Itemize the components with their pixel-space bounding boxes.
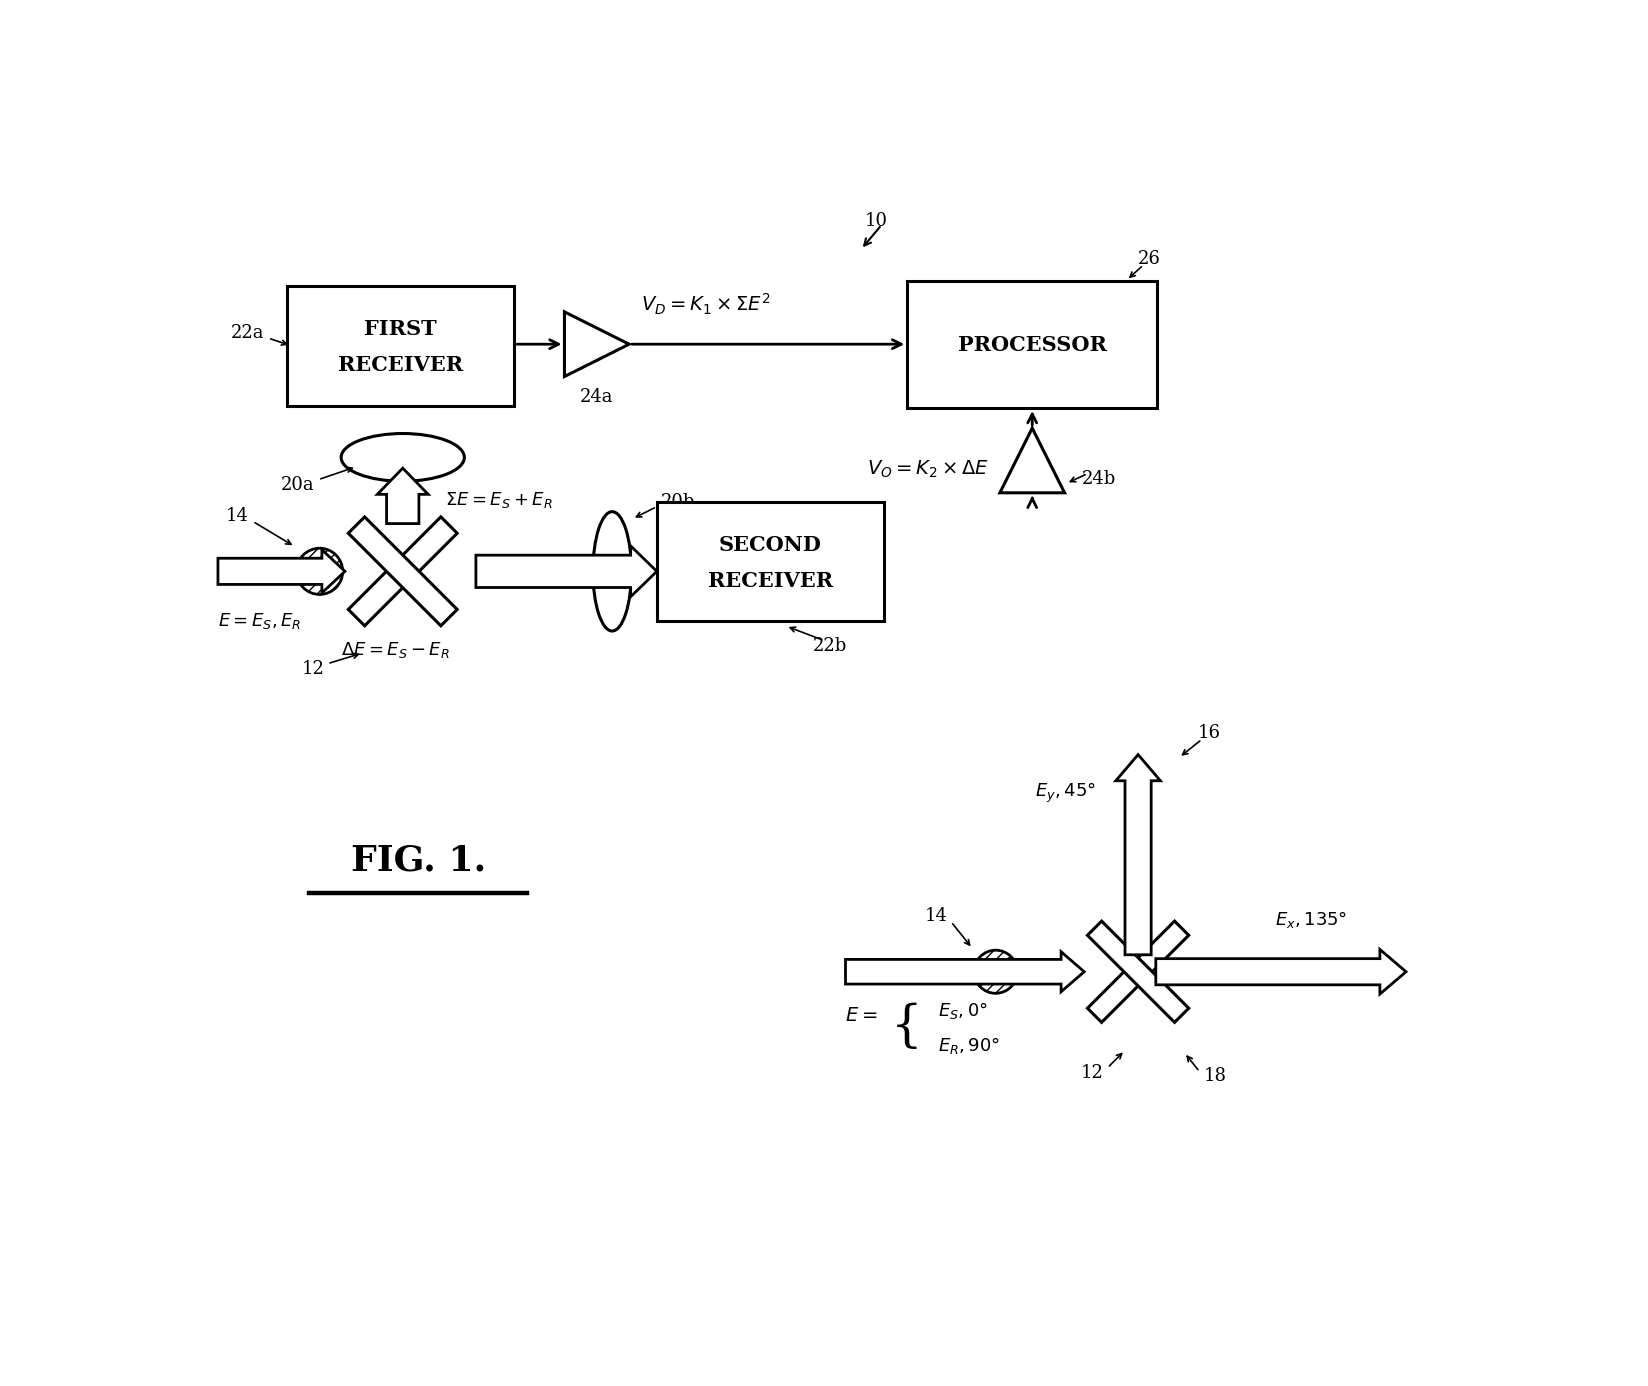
Polygon shape	[1086, 922, 1188, 1023]
Polygon shape	[1086, 922, 1188, 1023]
Polygon shape	[564, 312, 630, 377]
FancyArrow shape	[218, 550, 344, 593]
Text: $V_O = K_2 \times \Delta E$: $V_O = K_2 \times \Delta E$	[867, 459, 989, 481]
Text: $\Sigma E = E_S + E_R$: $\Sigma E = E_S + E_R$	[445, 491, 552, 510]
Circle shape	[297, 549, 343, 595]
Text: $E_R, 90°$: $E_R, 90°$	[938, 1035, 999, 1056]
Text: 26: 26	[1137, 251, 1160, 269]
Text: 12: 12	[1079, 1064, 1103, 1082]
Text: $E =$: $E =$	[845, 1008, 877, 1026]
Text: 20a: 20a	[280, 477, 315, 493]
Text: 18: 18	[1203, 1067, 1226, 1085]
Text: 24b: 24b	[1081, 470, 1116, 488]
Text: 20b: 20b	[661, 493, 695, 511]
Text: 22a: 22a	[231, 324, 264, 341]
FancyArrow shape	[845, 952, 1083, 992]
Text: $\Delta E = E_S - E_R$: $\Delta E = E_S - E_R$	[341, 640, 450, 660]
Text: SECOND: SECOND	[719, 535, 821, 554]
FancyArrow shape	[1116, 754, 1160, 955]
Text: RECEIVER: RECEIVER	[338, 355, 463, 376]
FancyArrow shape	[377, 468, 428, 524]
Text: 22b: 22b	[812, 638, 847, 656]
Ellipse shape	[341, 434, 465, 481]
Text: 10: 10	[864, 212, 887, 230]
Text: {: {	[890, 1002, 923, 1052]
Text: FIG. 1.: FIG. 1.	[351, 843, 486, 877]
FancyArrow shape	[476, 546, 656, 597]
Text: $E_S, 0°$: $E_S, 0°$	[938, 999, 987, 1020]
Text: $E_x, 135°$: $E_x, 135°$	[1274, 909, 1346, 930]
Text: PROCESSOR: PROCESSOR	[957, 334, 1106, 355]
Text: 24a: 24a	[580, 388, 613, 406]
Text: 14: 14	[226, 507, 249, 525]
Polygon shape	[999, 428, 1065, 493]
Text: 12: 12	[302, 660, 325, 678]
Text: $E = E_S, E_R$: $E = E_S, E_R$	[218, 611, 302, 632]
Text: $V_D = K_1 \times \Sigma E^2$: $V_D = K_1 \times \Sigma E^2$	[641, 291, 771, 317]
Bar	[656, 502, 883, 621]
Polygon shape	[348, 517, 456, 626]
FancyArrow shape	[1155, 949, 1406, 994]
Text: RECEIVER: RECEIVER	[707, 571, 832, 590]
Bar	[906, 281, 1157, 407]
Text: 16: 16	[1196, 723, 1220, 742]
Polygon shape	[348, 517, 456, 626]
Text: FIRST: FIRST	[364, 319, 437, 340]
Ellipse shape	[593, 511, 631, 631]
Text: 14: 14	[925, 908, 948, 926]
Circle shape	[974, 951, 1017, 994]
Text: $E_y, 45°$: $E_y, 45°$	[1033, 780, 1094, 805]
Bar	[287, 287, 514, 406]
